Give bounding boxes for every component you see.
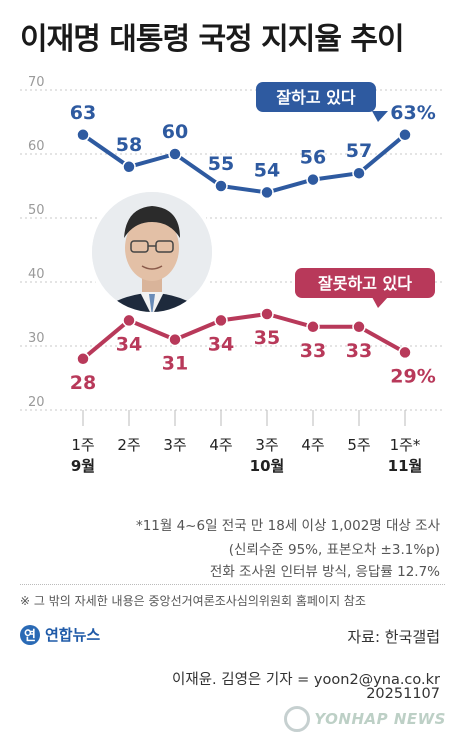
data-label: 28 <box>70 372 96 394</box>
x-axis-labels: 1주 9월 2주 3주 4주 3주 10월 4주 5주 1주* 11월 <box>71 410 422 475</box>
legend-label: 잘못하고 있다 <box>318 274 412 293</box>
legend-box <box>295 268 435 298</box>
data-label: 63% <box>390 102 435 124</box>
yonhap-logo: 연 연합뉴스 <box>20 624 100 645</box>
data-label: 60 <box>162 121 188 143</box>
y-tick-label: 30 <box>28 331 45 346</box>
y-tick-label: 40 <box>28 267 45 282</box>
data-point <box>306 320 320 334</box>
data-point <box>76 128 90 142</box>
president-portrait <box>88 188 216 316</box>
gridlines <box>20 89 445 411</box>
chart-title: 이재명 대통령 국정 지지율 추이 <box>20 22 405 57</box>
data-point <box>168 147 182 161</box>
credit: 이재윤. 김영은 기자 = yoon2@yna.co.kr <box>172 672 440 688</box>
legend-label: 잘하고 있다 <box>276 88 355 107</box>
data-point <box>306 172 320 187</box>
data-label: 58 <box>116 134 142 156</box>
data-label: 34 <box>208 333 234 355</box>
series-line <box>81 312 406 361</box>
x-tick-label: 3주 <box>163 436 186 454</box>
survey-note-1: *11월 4~6일 전국 만 18세 이상 1,002명 대상 조사 <box>135 518 440 534</box>
y-axis-ticks: 70 60 50 40 30 20 <box>28 75 45 410</box>
data-label: 33 <box>300 340 326 362</box>
y-tick-label: 50 <box>28 203 45 218</box>
data-label: 63 <box>70 102 96 124</box>
x-tick-label: 4주 <box>301 436 324 454</box>
source: 자료: 한국갤럽 <box>347 628 440 646</box>
data-point <box>352 320 366 334</box>
x-tick-label: 3주 10월 <box>250 436 285 475</box>
data-point <box>260 185 274 200</box>
x-tick-label: 1주* 11월 <box>388 436 423 475</box>
data-label: 34 <box>116 333 142 355</box>
legend-box <box>256 82 376 112</box>
data-label: 33 <box>346 340 372 362</box>
watermark-text: YONHAP NEWS <box>314 710 446 728</box>
logo-text: 연합뉴스 <box>45 626 101 644</box>
y-tick-label: 60 <box>28 139 45 154</box>
divider <box>20 584 445 585</box>
data-label: 57 <box>346 140 372 162</box>
legend-box-tail <box>372 297 388 308</box>
series-line <box>81 133 407 195</box>
logo-mark: 연 <box>20 624 40 645</box>
data-point <box>168 332 182 347</box>
date: 20251107 <box>366 686 440 702</box>
disclaimer: ※ 그 밖의 자세한 내용은 중앙선거여론조사심의위원회 홈페이지 참조 <box>20 594 366 608</box>
data-label: 29% <box>390 365 435 387</box>
watermark-icon <box>284 706 311 732</box>
line-chart: 70 60 50 40 30 20 63 58 60 55 54 56 57 63% 잘하고 있다 28 34… <box>20 75 445 475</box>
watermark: YONHAP NEWS <box>284 706 446 732</box>
data-label: 54 <box>254 159 280 181</box>
x-tick-label: 4주 <box>209 436 232 454</box>
data-label: 31 <box>162 353 188 375</box>
series-group: 63 58 60 55 54 56 57 63% 잘하고 있다 28 34 31 34 35 33 33 29%… <box>70 82 436 394</box>
survey-note-3: 전화 조사원 인터뷰 방식, 응답률 12.7% <box>209 564 440 580</box>
data-point <box>398 345 412 360</box>
data-point <box>122 313 136 328</box>
x-tick-label: 5주 <box>347 436 370 454</box>
survey-note-2: (신뢰수준 95%, 표본오차 ±3.1%p) <box>228 542 440 558</box>
data-label: 55 <box>208 153 234 175</box>
x-tick-label: 1주 9월 <box>71 436 95 475</box>
data-point <box>398 128 412 142</box>
y-tick-label: 70 <box>28 75 45 90</box>
data-label: 35 <box>254 327 280 349</box>
data-label: 56 <box>300 147 326 169</box>
data-point <box>76 352 90 366</box>
data-point <box>352 166 366 180</box>
data-point <box>214 179 228 193</box>
data-point <box>260 307 274 321</box>
x-tick-label: 2주 <box>117 436 140 454</box>
data-point <box>122 160 136 174</box>
data-point <box>214 313 228 328</box>
y-tick-label: 20 <box>28 395 45 410</box>
legend-box-tail <box>372 111 388 122</box>
